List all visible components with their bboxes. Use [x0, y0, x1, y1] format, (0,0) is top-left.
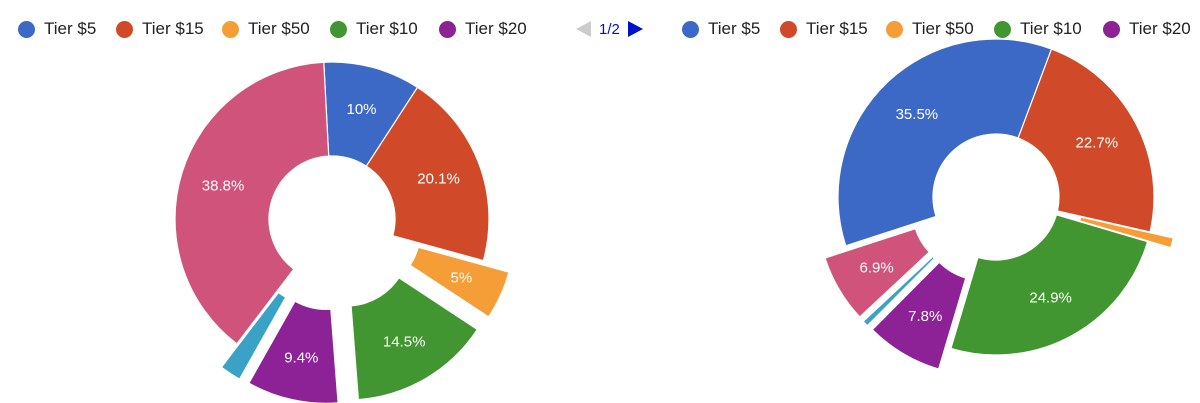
legend-item-tier-5[interactable]: Tier $5: [682, 16, 760, 42]
legend-swatch: [439, 20, 456, 38]
legend-swatch: [18, 20, 35, 38]
slice-label: 22.7%: [1076, 135, 1119, 152]
legend-label: Tier $20: [1129, 19, 1191, 38]
legend-item-tier-50[interactable]: Tier $50: [886, 16, 974, 42]
slice-label: 14.5%: [383, 333, 426, 350]
slice-label: 10%: [346, 101, 376, 118]
legend-pager: 1/2: [576, 16, 643, 42]
legend-swatch: [994, 20, 1011, 38]
pie-slice[interactable]: [1017, 48, 1155, 233]
legend-item-tier-10[interactable]: Tier $10: [330, 16, 418, 42]
donut-chart-1: Tier $5 Tier $15 Tier $50 Tier $10 Tier …: [18, 16, 527, 403]
slice-label: 9.4%: [284, 350, 318, 367]
legend-item-tier-50[interactable]: Tier $50: [222, 16, 310, 42]
legend-swatch: [222, 20, 239, 38]
next-page-icon[interactable]: [627, 21, 643, 37]
legend-item-tier-5[interactable]: Tier $5: [18, 16, 96, 42]
pie-slice[interactable]: [409, 246, 510, 318]
pie-slice[interactable]: [837, 38, 1053, 247]
pie-slice[interactable]: [220, 291, 287, 380]
legend-label: Tier $20: [465, 19, 527, 38]
legend-label: Tier $5: [44, 19, 97, 38]
slice-label: 24.9%: [1029, 290, 1072, 307]
legend-swatch: [116, 20, 133, 38]
slice-label: 38.8%: [202, 177, 245, 194]
legend-swatch: [1103, 20, 1120, 38]
pie-slice[interactable]: [350, 276, 479, 401]
legend-swatch: [780, 20, 797, 38]
legend-item-tier-15[interactable]: Tier $15: [780, 16, 868, 42]
slice-label: 20.1%: [417, 170, 460, 187]
pie-slice[interactable]: [365, 86, 490, 262]
pie-slice[interactable]: [871, 261, 967, 370]
legend-item-tier-20[interactable]: Tier $20: [1103, 16, 1191, 42]
legend-swatch: [682, 20, 699, 38]
previous-page-icon[interactable]: [576, 21, 591, 37]
legend-label: Tier $10: [1020, 19, 1082, 38]
page-indicator: 1/2: [599, 20, 620, 38]
pie-slice[interactable]: [824, 227, 931, 318]
legend-label: Tier $15: [142, 19, 204, 38]
slice-label: 7.8%: [908, 308, 942, 325]
pie-slice[interactable]: [174, 61, 330, 345]
legend-label: Tier $15: [806, 19, 868, 38]
pie-slice[interactable]: [862, 255, 936, 327]
legend-label: Tier $50: [912, 19, 974, 38]
legend-swatch: [330, 20, 347, 38]
pie-slice[interactable]: [1078, 216, 1175, 249]
legend-swatch: [886, 20, 903, 38]
donut-plot-1: 10% 20.1% 5% 14.5% 9.4% 38.8%: [174, 61, 510, 403]
donut-chart-2: Tier $5 Tier $15 Tier $50 Tier $10 Tier …: [600, 0, 1200, 403]
legend-label: Tier $50: [248, 19, 310, 38]
slice-label: 5%: [451, 270, 473, 287]
legend-label: Tier $10: [356, 19, 418, 38]
slice-label: 35.5%: [896, 106, 939, 123]
legend-item-tier-10[interactable]: Tier $10: [994, 16, 1082, 42]
slice-label: 6.9%: [860, 259, 894, 276]
legend-item-tier-15[interactable]: Tier $15: [116, 16, 204, 42]
donut-plot-2: 35.5% 22.7% 24.9% 7.8% 6.9%: [824, 38, 1175, 370]
pie-slice[interactable]: [950, 214, 1149, 356]
legend-label: Tier $5: [708, 19, 761, 38]
legend-item-tier-20[interactable]: Tier $20: [439, 16, 527, 42]
